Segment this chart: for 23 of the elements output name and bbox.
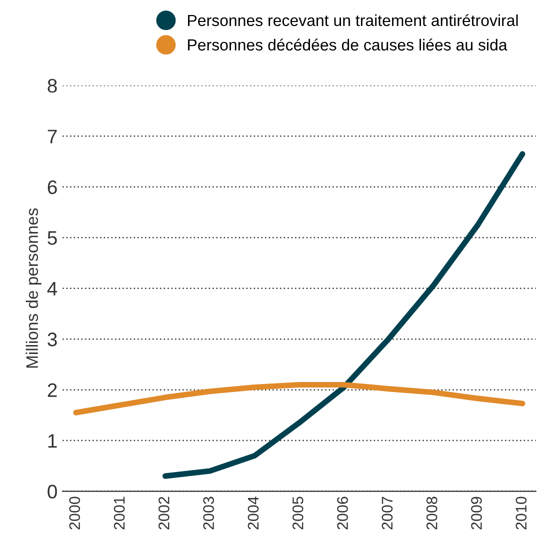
y-tick-label: 7 [48, 130, 57, 144]
y-tick-label: 1 [48, 434, 57, 448]
x-tick-label: 2004 [248, 496, 259, 530]
x-tick-label: 2005 [292, 496, 304, 530]
y-tick-label: 6 [48, 180, 57, 194]
y-tick-label: 4 [47, 282, 58, 296]
x-tick-label: 2001 [114, 496, 125, 530]
y-tick-label: 5 [48, 231, 57, 245]
x-tick-label: 2006 [337, 496, 348, 530]
y-tick-label: 3 [48, 332, 57, 346]
y-tick-label: 2 [48, 383, 57, 397]
y-axis-title: Millions de personnes [26, 208, 42, 368]
legend-label: Personnes décédées de causes liées au sida [188, 38, 508, 51]
x-tick-label: 2010 [516, 496, 527, 530]
x-tick-label: 2002 [158, 496, 170, 530]
legend-label: Personnes recevant un traitement antirétroviral [188, 14, 518, 26]
x-tick-label: 2009 [471, 496, 482, 530]
y-tick-label: 0 [48, 484, 57, 499]
x-tick-label: 2003 [203, 496, 214, 530]
x-tick-label: 2007 [382, 496, 393, 530]
x-tick-label: 2000 [69, 496, 80, 530]
y-tick-label: 8 [48, 78, 57, 93]
x-tick-label: 2008 [426, 496, 438, 530]
